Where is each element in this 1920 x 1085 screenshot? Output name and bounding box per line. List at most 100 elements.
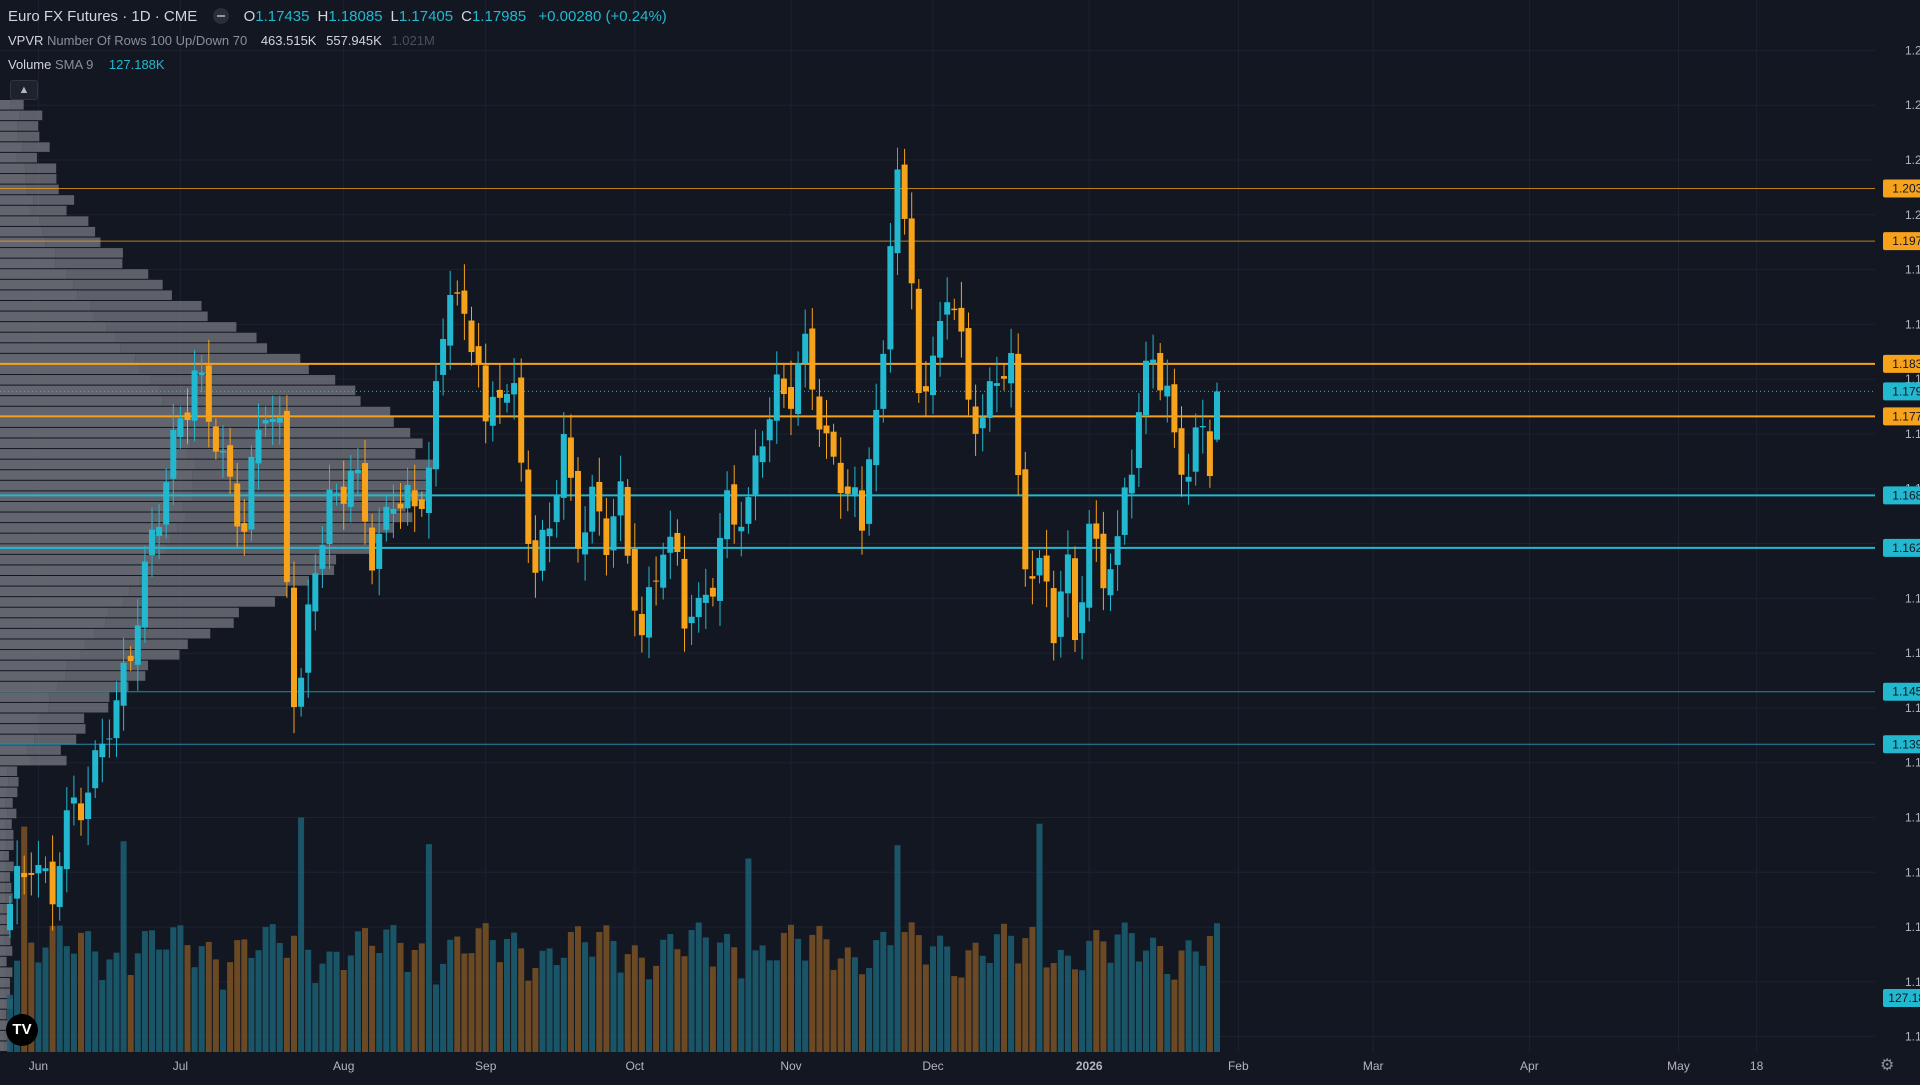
volume-bar — [347, 955, 354, 1052]
candle-down — [532, 540, 539, 573]
symbol-title[interactable]: Euro FX Futures · 1D · CME — [8, 8, 198, 25]
volume-profile-up-row — [0, 142, 23, 152]
candle-up — [305, 604, 312, 673]
volume-profile-down-row — [45, 237, 101, 248]
symbol-legend[interactable]: Euro FX Futures · 1D · CME O1.17435 H1.18… — [8, 8, 667, 25]
volume-bar — [234, 940, 241, 1052]
volume-bar — [468, 953, 475, 1052]
candle-down — [1157, 352, 1164, 391]
price-tick-label: 1.20000 — [1905, 208, 1920, 222]
volume-profile-down-row — [93, 311, 208, 322]
volume-bar — [589, 956, 596, 1052]
volume-profile-down-row — [29, 205, 67, 216]
volume-profile-up-row — [0, 882, 6, 893]
candle-up — [1214, 391, 1220, 440]
time-tick-label: Aug — [333, 1059, 354, 1073]
volume-bar — [319, 963, 326, 1052]
vpvr-down: 557.945K — [326, 33, 382, 48]
volume-bar — [241, 939, 248, 1052]
level-price-label: 1.13960 — [1892, 737, 1920, 751]
tradingview-logo-icon[interactable]: TV — [6, 1014, 38, 1046]
candle-down — [1015, 353, 1022, 476]
price-tick-label: 1.19375 — [1905, 263, 1920, 277]
candle-down — [788, 387, 794, 409]
volume-name[interactable]: Volume — [8, 57, 52, 72]
volume-bar — [731, 947, 738, 1052]
candle-down — [212, 426, 219, 452]
vpvr-legend[interactable]: VPVR Number Of Rows 100 Up/Down 70 463.5… — [8, 33, 435, 48]
volume-profile-up-row — [0, 999, 6, 1009]
volume-bar — [305, 949, 312, 1052]
volume-profile-down-row — [162, 396, 361, 406]
volume-legend[interactable]: Volume SMA 9 127.188K — [8, 57, 165, 72]
price-tick-label: 1.15625 — [1905, 591, 1920, 605]
volume-bar — [631, 945, 638, 1052]
volume-bar — [461, 953, 468, 1052]
volume-profile-up-row — [0, 766, 8, 776]
candle-up — [440, 339, 447, 375]
volume-profile-up-row — [0, 755, 30, 766]
volume-profile-up-row — [0, 914, 6, 925]
candle-down — [624, 487, 631, 556]
volume-bar — [1008, 935, 1015, 1052]
candle-up — [582, 532, 589, 555]
volume-bar — [1050, 963, 1057, 1052]
candle-up — [759, 446, 766, 463]
time-tick-label: Sep — [475, 1059, 497, 1073]
volume-profile-down-row — [192, 470, 428, 480]
volume-profile-up-row — [0, 406, 176, 417]
candle-down — [830, 431, 837, 457]
candle-down — [1043, 555, 1050, 582]
candle-down — [369, 527, 376, 571]
volume-bar — [291, 935, 297, 1052]
candle-down — [653, 580, 660, 582]
volume-profile-up-row — [0, 988, 5, 999]
volume-bar — [866, 967, 873, 1052]
candle-up — [717, 537, 723, 601]
volume-bar — [1178, 950, 1185, 1052]
candle-down — [1171, 384, 1178, 433]
candle-up — [170, 430, 177, 479]
volume-bar — [695, 922, 702, 1052]
volume-profile-down-row — [49, 692, 110, 702]
volume-bar — [610, 940, 617, 1052]
chevron-up-icon[interactable]: ▲ — [10, 80, 38, 100]
volume-bar — [717, 942, 723, 1052]
volume-profile-up-row — [0, 565, 151, 575]
volume-profile-down-row — [6, 840, 14, 851]
volume-profile-down-row — [5, 819, 12, 829]
volume-bar — [362, 928, 368, 1052]
level-price-tag — [1883, 407, 1920, 426]
candle-up — [688, 616, 695, 624]
price-tick-label: 1.13125 — [1905, 810, 1920, 824]
gear-icon[interactable]: ⚙ — [1880, 1057, 1895, 1074]
level-price-label: 1.19700 — [1892, 234, 1920, 248]
volume-profile-down-row — [19, 110, 43, 121]
volume-bar — [333, 951, 340, 1052]
volume-profile-up-row — [0, 480, 193, 491]
candle-up — [99, 743, 106, 758]
minus-icon[interactable] — [213, 8, 230, 24]
volume-profile-down-row — [150, 565, 335, 575]
volume-bar — [85, 931, 92, 1052]
volume-bar — [773, 960, 780, 1052]
candle-down — [837, 462, 844, 494]
volume-profile-up-row — [0, 184, 27, 195]
candle-up — [276, 417, 283, 423]
volume-bar — [681, 956, 688, 1052]
price-tick-label: 1.12500 — [1905, 865, 1920, 879]
volume-bar — [1015, 963, 1022, 1052]
volume-profile-up-row — [0, 300, 91, 311]
volume-bar — [1192, 951, 1199, 1052]
candle-up — [937, 320, 944, 358]
volume-bar — [191, 967, 198, 1052]
volume-profile-down-row — [7, 787, 18, 798]
volume-bar — [553, 965, 560, 1052]
volume-bar — [532, 968, 539, 1052]
candle-down — [596, 481, 603, 512]
volume-bar — [724, 933, 731, 1052]
vpvr-name[interactable]: VPVR — [8, 33, 44, 48]
volume-bar — [958, 977, 965, 1052]
